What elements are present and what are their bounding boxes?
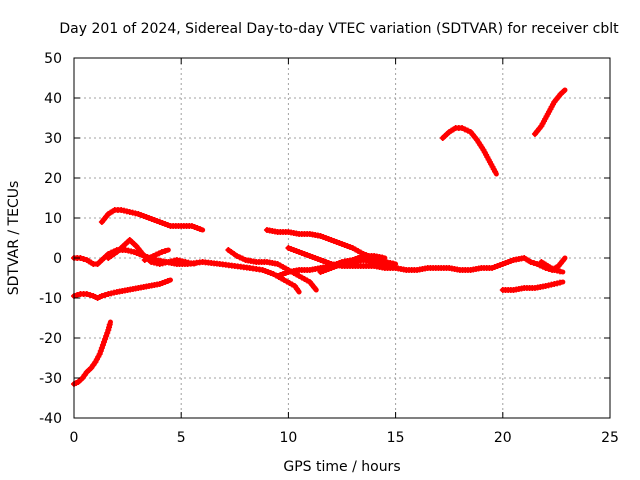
x-tick-label: 25 — [601, 430, 619, 446]
data-point — [103, 333, 110, 339]
data-point — [162, 248, 169, 254]
series-trace — [440, 125, 499, 177]
series-arc-2 — [71, 277, 173, 301]
x-tick-label: 15 — [387, 430, 405, 446]
series-arc-1 — [71, 319, 113, 387]
data-point — [158, 249, 165, 255]
data-point — [559, 89, 566, 95]
chart-title: Day 201 of 2024, Sidereal Day-to-day VTE… — [59, 21, 619, 37]
plot-frame — [73, 57, 611, 419]
data-point — [102, 292, 109, 298]
data-point — [492, 168, 499, 175]
data-series — [71, 87, 568, 387]
x-tick-label: 20 — [494, 430, 512, 446]
data-point — [102, 336, 109, 342]
y-tick-label: 50 — [44, 51, 62, 67]
data-point — [106, 321, 113, 328]
data-point — [530, 260, 537, 266]
data-point — [74, 292, 81, 298]
data-point — [293, 286, 300, 292]
data-point — [527, 259, 534, 265]
y-tick-label: -10 — [39, 291, 62, 307]
series-arc-5 — [141, 247, 171, 263]
y-tick-label: -40 — [39, 411, 62, 427]
series-arc-13 — [499, 279, 566, 293]
data-point — [101, 339, 108, 345]
series-arc-3 — [71, 247, 302, 295]
grid-lines — [74, 58, 610, 418]
y-tick-label: 40 — [44, 91, 62, 107]
x-tick-label: 10 — [279, 430, 297, 446]
x-tick-label: 0 — [70, 430, 79, 446]
series-arc-15 — [538, 259, 566, 275]
data-point — [97, 348, 104, 354]
data-point — [164, 278, 171, 284]
data-point — [96, 351, 103, 357]
x-tick-label: 5 — [177, 430, 186, 446]
data-point — [188, 260, 195, 267]
series-arc-12 — [439, 125, 499, 177]
series-trace — [71, 319, 113, 387]
data-point — [87, 292, 94, 298]
series-arc-7 — [225, 247, 319, 293]
y-tick-label: 10 — [44, 211, 62, 227]
x-axis-label: GPS time / hours — [283, 459, 400, 475]
data-point — [80, 256, 87, 262]
data-point — [556, 268, 563, 275]
y-tick-label: 0 — [53, 251, 62, 267]
data-point — [556, 279, 563, 286]
data-point — [379, 254, 386, 261]
data-point — [99, 342, 106, 348]
data-point — [83, 291, 90, 297]
data-point — [104, 330, 111, 336]
data-point — [98, 345, 105, 351]
y-tick-label: -30 — [39, 371, 62, 387]
y-tick-label: 30 — [44, 131, 62, 147]
series-arc-4 — [105, 237, 197, 267]
data-point — [98, 293, 105, 299]
y-tick-label: -20 — [39, 331, 62, 347]
y-axis-ticks: -40 -30 -20 -10 0 10 20 30 40 50 — [39, 51, 610, 427]
y-tick-label: 20 — [44, 171, 62, 187]
y-axis-label: SDTVAR / TECUs — [6, 181, 22, 296]
data-point — [311, 284, 318, 291]
data-point — [559, 257, 566, 264]
x-axis-ticks: 0 5 10 15 20 25 — [70, 58, 619, 446]
series-arc-14 — [531, 87, 568, 137]
data-point — [196, 226, 203, 232]
series-arc-6 — [98, 207, 206, 233]
